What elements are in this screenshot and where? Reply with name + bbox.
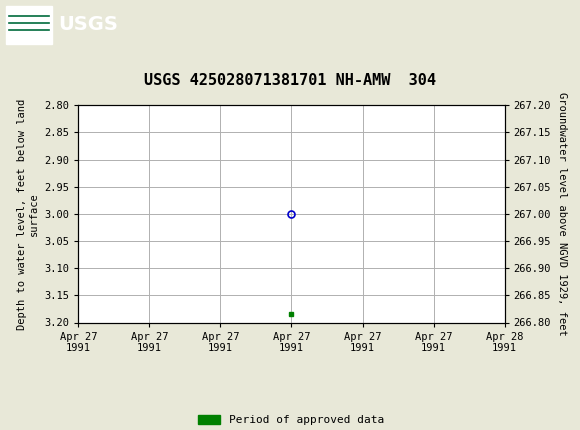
Text: USGS: USGS [58,15,118,34]
Text: USGS 425028071381701 NH-AMW  304: USGS 425028071381701 NH-AMW 304 [144,73,436,88]
Y-axis label: Groundwater level above NGVD 1929, feet: Groundwater level above NGVD 1929, feet [557,92,567,336]
Bar [6,6,52,43]
Legend: Period of approved data: Period of approved data [194,411,389,430]
Y-axis label: Depth to water level, feet below land
surface: Depth to water level, feet below land su… [17,98,39,329]
